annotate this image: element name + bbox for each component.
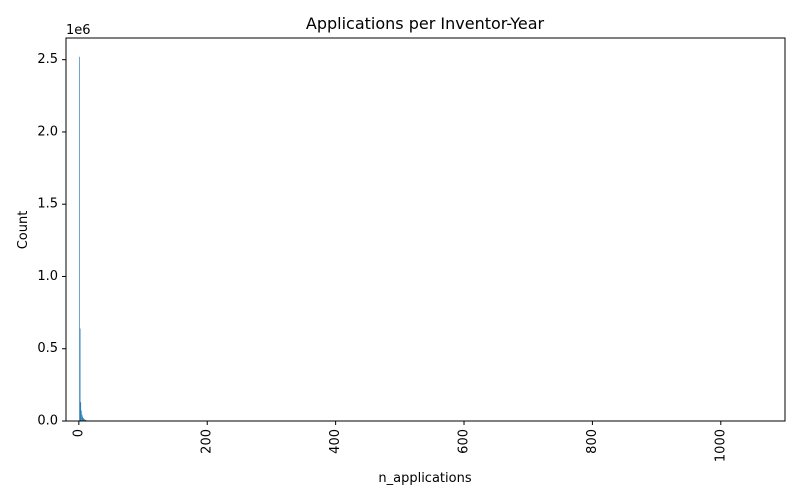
y-tick-label: 2.5 [37,52,58,67]
histogram-bar [79,56,80,421]
histogram-bar [81,414,83,421]
histogram-bar [84,419,85,421]
y-tick-label: 1.0 [37,269,58,284]
y-ticks-group: 0.0 0.5 1.0 1.5 2.0 2.5 [37,52,66,429]
x-tick-label: 800 [585,429,600,454]
histogram-bar [81,410,82,421]
histogram-bar [79,328,81,421]
histogram-bar [82,416,84,421]
y-axis-label: Count [16,211,31,250]
y-tick-label: 0.0 [37,414,58,429]
histogram-bar [83,417,84,421]
histogram-bar [84,419,86,421]
chart-title: Applications per Inventor-Year [306,14,545,33]
x-axis-label: n_applications [378,471,471,486]
histogram-bar [83,418,85,421]
bars-group [79,56,89,421]
y-scale-label: 1e6 [66,23,91,38]
y-tick-label: 0.5 [37,341,58,356]
x-tick-label: 200 [200,429,215,454]
x-tick-label: 0 [71,429,86,437]
x-ticks-group: 0 200 400 600 800 1000 [71,421,728,462]
x-tick-label: 600 [457,429,472,454]
histogram-bar [80,402,82,421]
y-tick-label: 2.0 [37,124,58,139]
plot-frame [65,37,786,422]
x-tick-label: 400 [328,429,343,454]
y-tick-label: 1.5 [37,197,58,212]
x-tick-label: 1000 [713,429,728,462]
